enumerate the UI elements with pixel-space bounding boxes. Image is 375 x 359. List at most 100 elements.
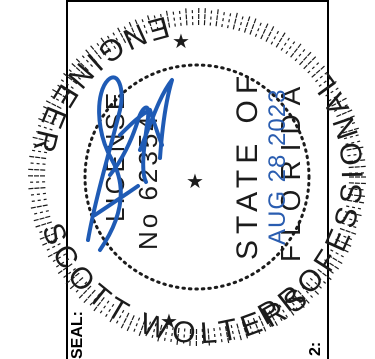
seal-hatch-tick (344, 104, 348, 107)
seal-hatch-tick (355, 134, 359, 137)
seal-hatch-tick (72, 80, 78, 85)
seal-hatch-tick (57, 84, 61, 88)
seal-hatch-tick (222, 18, 224, 22)
seal-hatch-tick (157, 336, 160, 342)
seal-hatch-tick (347, 193, 354, 196)
seal-hatch-tick (343, 249, 349, 253)
seal-hatch-tick (345, 229, 351, 233)
seal-hatch-tick (50, 232, 56, 236)
seal-hatch-tick (226, 332, 229, 338)
seal-hatch-tick (39, 144, 43, 147)
seal-hatch-tick (266, 318, 269, 322)
seal-dotted-inner-circle (83, 63, 311, 291)
state-line2-text: FLORIDA (275, 78, 306, 262)
seal-star-center: ★ (186, 169, 204, 193)
state-line1-text: STATE OF (231, 70, 264, 260)
seal-hatch-tick (245, 22, 249, 28)
seal-hatch-tick (53, 117, 57, 120)
seal-hatch-tick (310, 294, 314, 298)
seal-hatch-tick (320, 264, 325, 267)
seal-hatch-tick (318, 277, 322, 281)
seal-hatch-tick (247, 319, 250, 324)
seal-hatch-tick (347, 224, 351, 227)
seal-hatch-tick (45, 210, 49, 212)
seal-hatch-tick (328, 76, 332, 80)
seal-hatch-tick (354, 220, 359, 222)
seal-hatch-tick (177, 327, 180, 333)
seal-hatch-tick (148, 20, 152, 27)
seal-hatch-tick (353, 127, 359, 131)
seal-hatch-tick (71, 63, 76, 68)
seal-hatch-tick (162, 25, 165, 29)
seal-hatch-tick (43, 126, 47, 129)
seal-hatch-tick (303, 64, 308, 70)
seal-hatch-tick (62, 95, 68, 99)
seal-hatch-tick (89, 302, 93, 306)
seal-hatch-tick (346, 124, 350, 127)
seal-hatch-tick (138, 330, 142, 337)
seal-hatch-tick (257, 28, 260, 32)
seal-hatch-tick (77, 76, 81, 80)
seal-hatch-tick (311, 66, 315, 70)
frame-top-line (66, 0, 329, 2)
seal-hatch-tick (153, 329, 156, 333)
seal-hatch-tick (58, 248, 64, 252)
seal-hatch-tick (52, 88, 58, 93)
seal-hatch-tick (85, 59, 89, 63)
seal-hatch-tick (74, 281, 79, 286)
seal-hatch-tick (342, 131, 348, 134)
seal-hatch-tick (38, 118, 44, 121)
seal-hatch-tick (220, 333, 222, 337)
seal-hatch-tick (253, 18, 257, 24)
seal-hatch-tick (333, 95, 337, 99)
seal-hatch-tick (227, 337, 230, 344)
seal-hatch-tick (297, 290, 302, 295)
seal-hatch-tick (131, 315, 135, 321)
seal-hatch-tick (305, 299, 310, 304)
seal-hatch-tick (90, 63, 94, 68)
seal-hatch-tick (275, 42, 280, 48)
seal-hatch-tick (63, 72, 68, 77)
seal-hatch-tick (68, 271, 72, 275)
seal-hatch-tick (93, 58, 98, 63)
seal-hatch-tick (42, 204, 48, 207)
seal-hatch-tick (96, 42, 100, 47)
seal-hatch-tick (60, 79, 65, 82)
seal-hatch-tick (78, 294, 84, 299)
seal-hatch-tick (343, 137, 348, 140)
seal-hatch-tick (235, 12, 238, 18)
seal-hatch-tick (57, 270, 63, 274)
seal-hatch-tick (36, 205, 42, 208)
seal-hatch-tick (117, 27, 121, 33)
seal-hatch-tick (299, 60, 304, 66)
seal-hatch-tick (109, 317, 114, 323)
seal-hatch-tick (42, 242, 48, 246)
seal-hatch-tick (245, 333, 249, 339)
seal-hatch-tick (177, 333, 179, 339)
seal-hatch-tick (41, 157, 47, 160)
seal-hatch-tick (158, 330, 161, 336)
seal-hatch-tick (97, 301, 102, 307)
seal-hatch-tick (108, 308, 111, 313)
seal-hatch-tick (39, 217, 45, 220)
seal-hatch-tick (339, 227, 345, 231)
seal-hatch-tick (34, 212, 38, 215)
seal-hatch-tick (168, 22, 171, 28)
seal-hatch-tick (79, 285, 84, 289)
seal-hatch-tick (323, 281, 327, 284)
seal-hatch-tick (307, 70, 311, 74)
seal-hatch-tick (322, 272, 327, 277)
seal-hatch-tick (340, 241, 346, 245)
seal-hatch-tick (283, 42, 287, 46)
seal-hatch-tick (165, 331, 167, 336)
seal-hatch-tick (70, 276, 75, 281)
seal-hatch-tick (298, 53, 302, 57)
seal-hatch-tick (327, 254, 333, 258)
seal-hatch-tick (331, 81, 337, 85)
seal-hatch-tick (141, 19, 144, 23)
seal-hatch-tick (311, 73, 316, 78)
seal-hatch-tick (324, 259, 330, 264)
seal-hatch-tick (75, 58, 81, 63)
seal-hatch-tick (315, 69, 321, 74)
seal-hatch-tick (249, 325, 252, 329)
